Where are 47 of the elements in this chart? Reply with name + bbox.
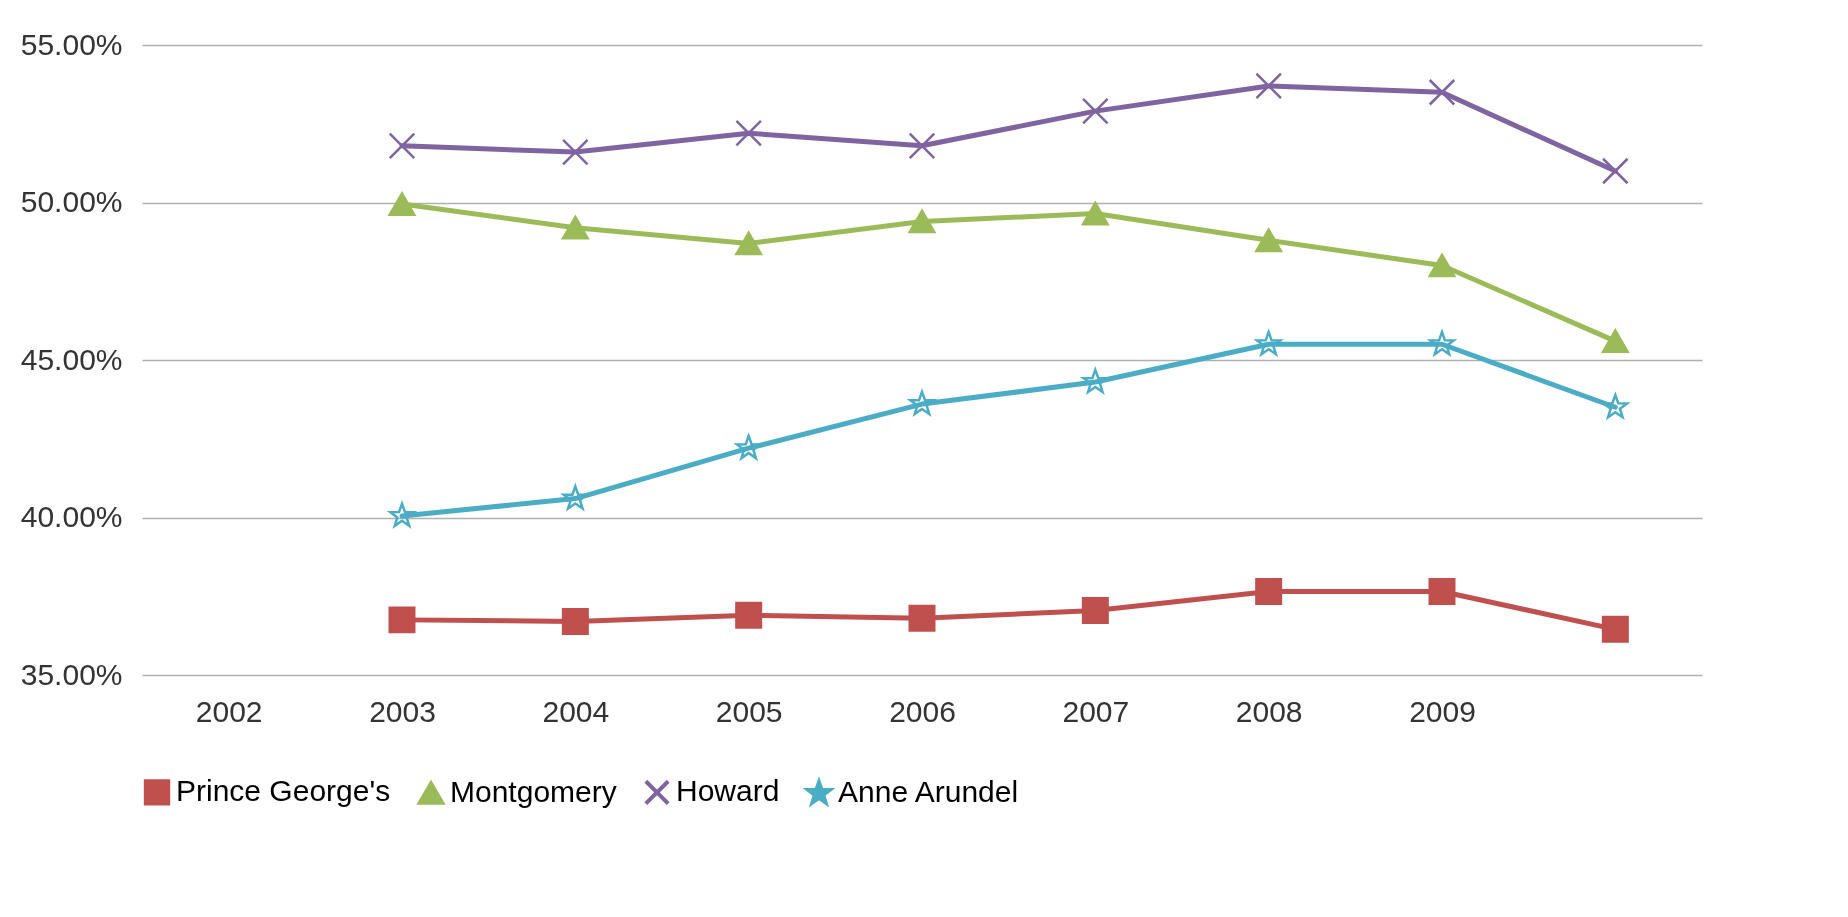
point <box>1080 366 1109 395</box>
point <box>1255 578 1283 606</box>
x-tick-label: 2008 <box>1235 694 1303 728</box>
point <box>1081 201 1109 226</box>
point <box>1255 228 1283 253</box>
x-tick-label: 2007 <box>1062 694 1130 728</box>
point <box>561 215 589 240</box>
point <box>907 388 937 417</box>
point <box>1428 78 1456 106</box>
point <box>388 132 416 160</box>
legend-label: Anne Arundel <box>838 775 1019 809</box>
point <box>1255 72 1283 100</box>
point <box>1428 253 1456 278</box>
point <box>1602 391 1631 421</box>
x-tick-label: 2002 <box>195 694 263 728</box>
point <box>735 119 763 147</box>
point <box>561 138 589 166</box>
point <box>733 432 762 462</box>
point <box>1253 328 1284 358</box>
point <box>1427 328 1457 358</box>
point <box>561 607 589 635</box>
point <box>388 606 416 634</box>
point <box>735 231 763 256</box>
y-tick-label: 50.00% <box>20 185 123 218</box>
legend-label: Prince George's <box>176 774 391 808</box>
x-tick-label: 2009 <box>1409 694 1476 728</box>
y-tick-label: 55.00% <box>20 27 123 61</box>
y-tick-label: 35.00% <box>20 657 123 691</box>
x-tick-label: 2006 <box>889 694 956 728</box>
point <box>735 601 763 629</box>
point <box>1428 578 1456 606</box>
point <box>388 192 416 216</box>
point <box>908 132 936 160</box>
x-tick-label: 2003 <box>369 694 436 728</box>
point <box>1601 157 1629 185</box>
point <box>908 604 936 632</box>
point <box>1601 329 1629 353</box>
y-tick-label: 40.00% <box>20 500 123 533</box>
point <box>1081 97 1109 125</box>
x-tick-label: 2005 <box>715 694 783 728</box>
legend-label: Montgomery <box>450 775 617 809</box>
point <box>1081 596 1109 624</box>
point <box>1601 615 1629 643</box>
y-tick-label: 45.00% <box>20 342 123 376</box>
point <box>908 209 936 234</box>
legend-label: Howard <box>676 774 780 808</box>
x-tick-label: 2004 <box>542 694 610 728</box>
